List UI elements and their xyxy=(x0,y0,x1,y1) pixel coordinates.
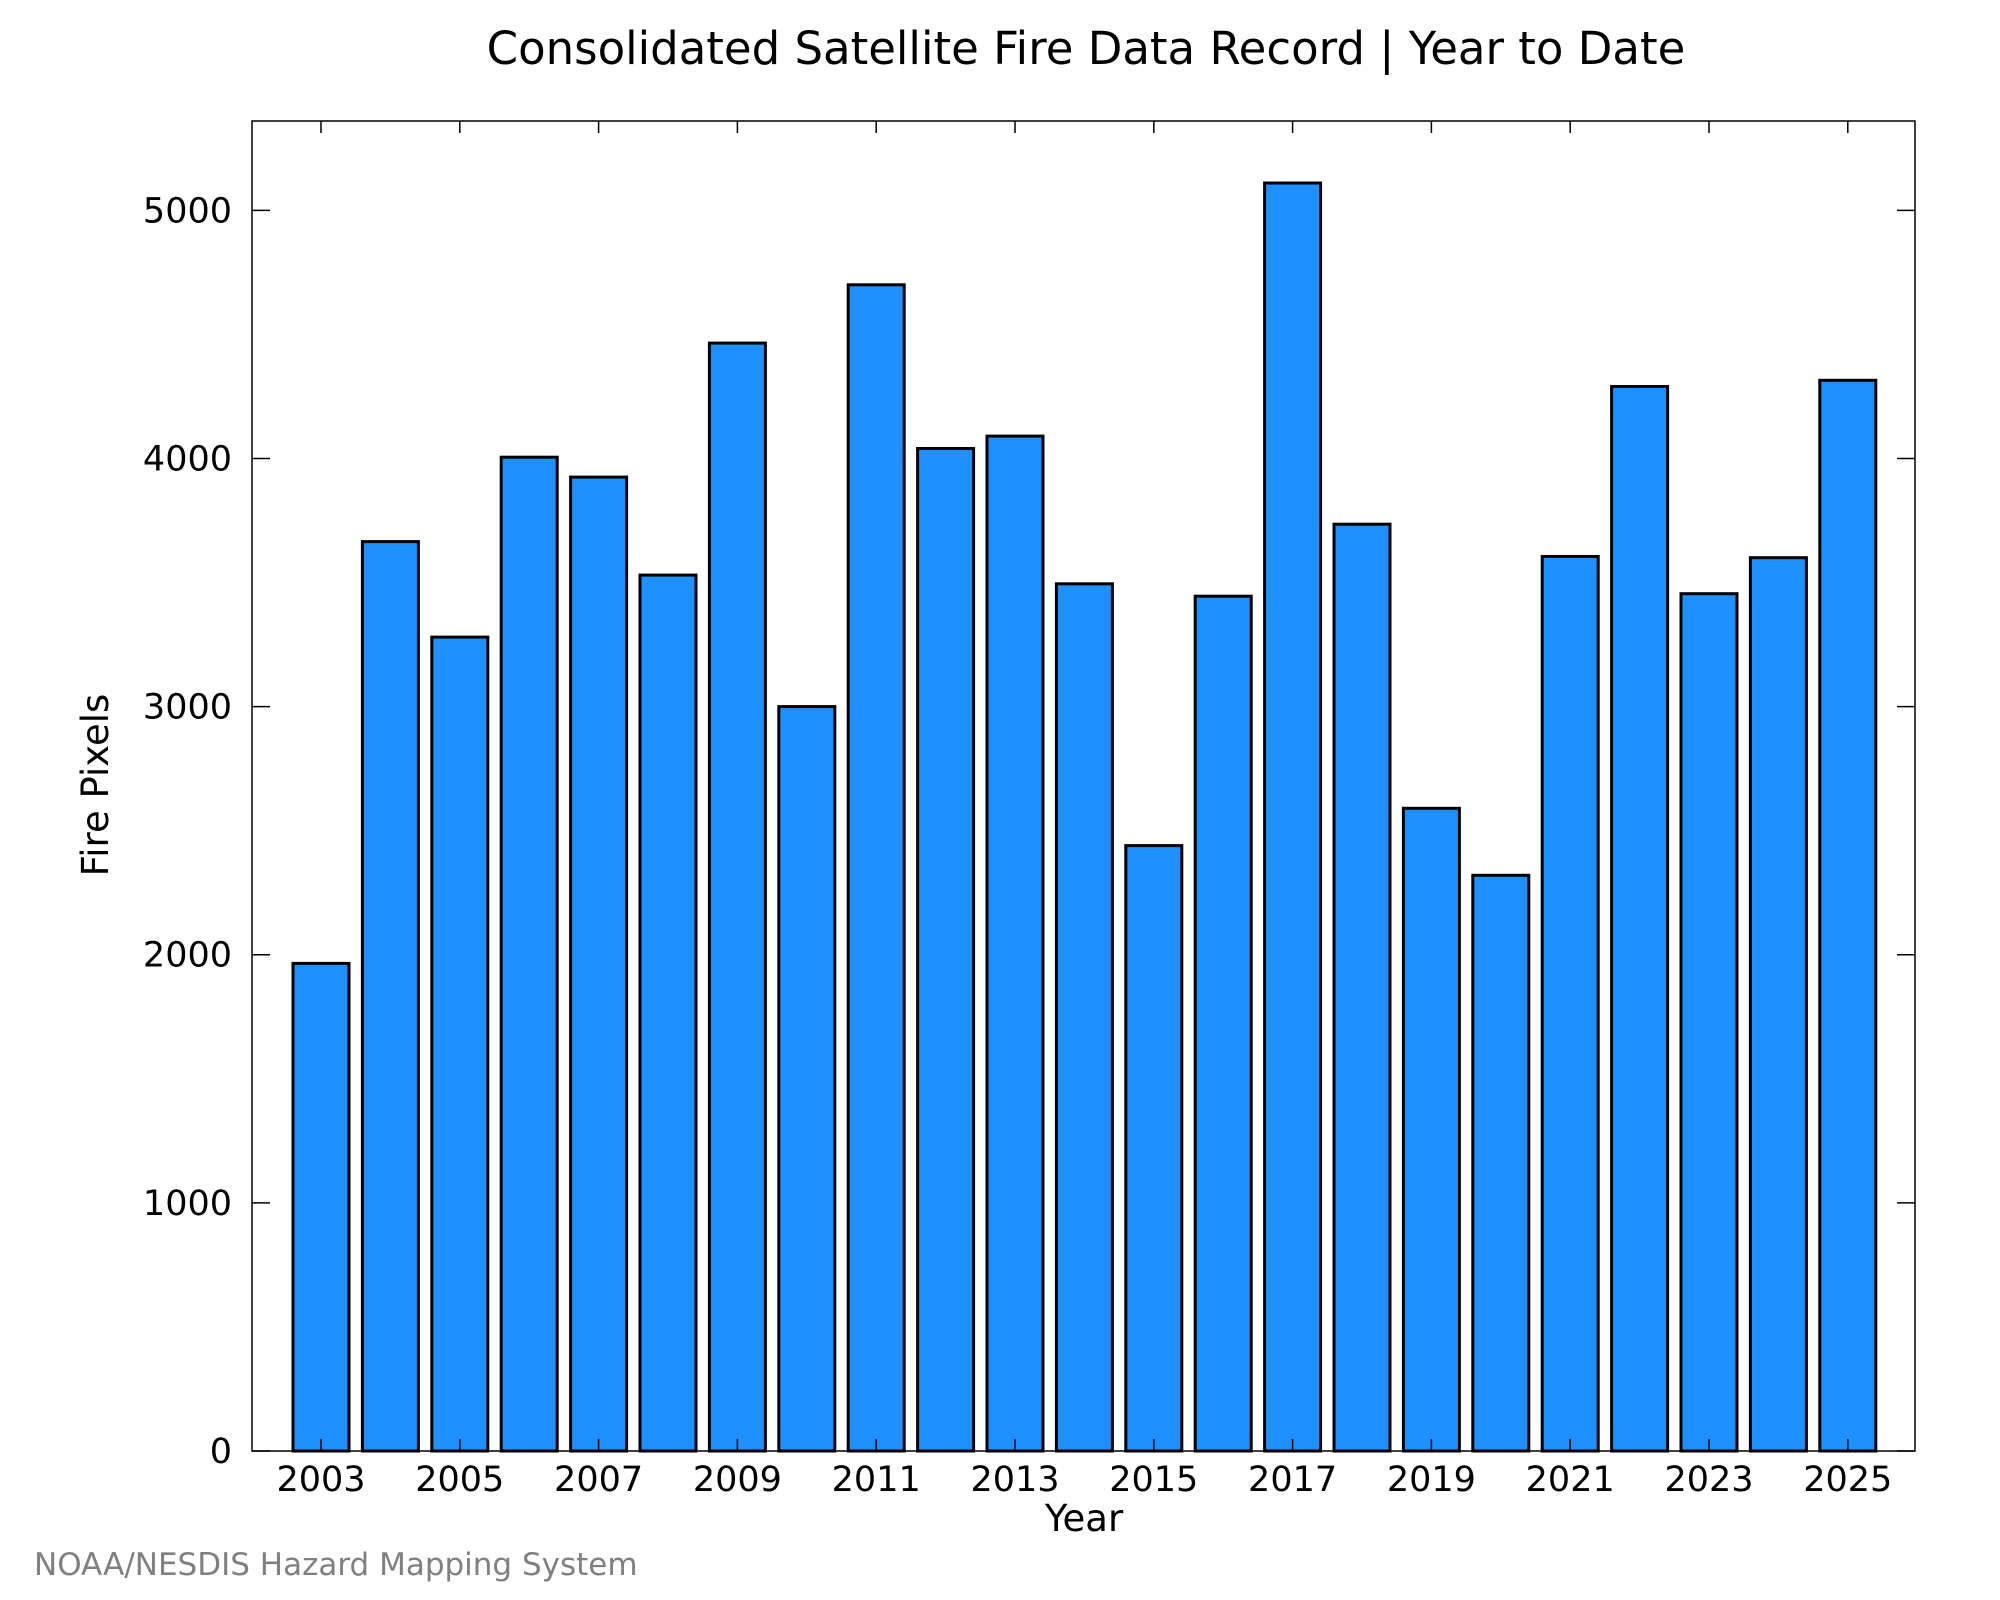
bar-2004 xyxy=(360,540,420,1453)
x-tick-label-2017: 2017 xyxy=(1248,1460,1337,1500)
credit-text: NOAA/NESDIS Hazard Mapping System xyxy=(34,1547,638,1583)
bar-2024 xyxy=(1748,556,1808,1453)
x-tick-label-2023: 2023 xyxy=(1664,1460,1753,1500)
chart-title: Consolidated Satellite Fire Data Record … xyxy=(487,22,1686,75)
bar-2025 xyxy=(1818,378,1878,1453)
bar-2008 xyxy=(638,573,698,1453)
bar-2018 xyxy=(1332,522,1392,1453)
ticks-group: 0 1000 2000 3000 4000 5000 2003 2005 2007 2009 201… xyxy=(143,121,1915,1500)
y-tick-label-1000: 1000 xyxy=(143,1184,232,1224)
bar-2013 xyxy=(985,434,1045,1453)
bars-group xyxy=(291,181,1878,1453)
bar-2003 xyxy=(291,961,351,1453)
x-tick-label-2005: 2005 xyxy=(415,1460,504,1500)
plot-frame xyxy=(251,120,1916,1452)
x-tick-label-2021: 2021 xyxy=(1526,1460,1615,1500)
bar-2020 xyxy=(1471,873,1531,1453)
bar-2005 xyxy=(430,635,490,1453)
y-tick-label-0: 0 xyxy=(210,1432,232,1472)
y-tick-label-3000: 3000 xyxy=(143,688,232,728)
x-tick-label-2007: 2007 xyxy=(554,1460,643,1500)
y-tick-label-4000: 4000 xyxy=(143,439,232,479)
x-tick-label-2009: 2009 xyxy=(693,1460,782,1500)
x-tick-label-2013: 2013 xyxy=(970,1460,1059,1500)
bar-2012 xyxy=(916,447,976,1453)
bar-2015 xyxy=(1124,844,1184,1453)
bar-2023 xyxy=(1679,592,1739,1453)
x-tick-label-2025: 2025 xyxy=(1803,1460,1892,1500)
x-tick-label-2019: 2019 xyxy=(1387,1460,1476,1500)
bar-2016 xyxy=(1193,594,1253,1453)
bar-2017 xyxy=(1263,181,1323,1453)
y-axis-label: Fire Pixels xyxy=(74,694,117,877)
bar-2021 xyxy=(1540,555,1600,1453)
bar-2007 xyxy=(569,475,629,1453)
bar-2022 xyxy=(1610,385,1670,1453)
bar-2019 xyxy=(1401,806,1461,1453)
bar-2011 xyxy=(846,283,906,1453)
bar-2010 xyxy=(777,705,837,1453)
bar-2009 xyxy=(707,341,767,1453)
x-tick-label-2003: 2003 xyxy=(276,1460,365,1500)
bar-2006 xyxy=(499,455,559,1453)
y-tick-label-5000: 5000 xyxy=(143,191,232,231)
x-tick-label-2011: 2011 xyxy=(832,1460,921,1500)
x-tick-label-2015: 2015 xyxy=(1109,1460,1198,1500)
y-tick-label-2000: 2000 xyxy=(143,936,232,976)
bar-2014 xyxy=(1054,582,1114,1453)
x-axis-label: Year xyxy=(1044,1497,1124,1540)
